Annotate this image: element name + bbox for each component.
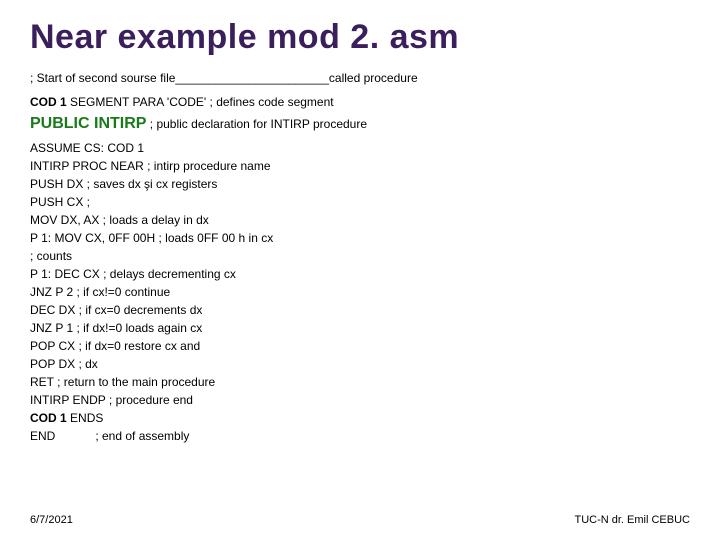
code-line: POP DX ; dx: [30, 355, 690, 373]
slide: Near example mod 2. asm ; Start of secon…: [0, 0, 720, 540]
code-line: P 1: MOV CX, 0FF 00H ; loads 0FF 00 h in…: [30, 229, 690, 247]
subtitle-line: ; Start of second sourse file___________…: [30, 71, 690, 85]
code-line: RET ; return to the main procedure: [30, 373, 690, 391]
code-line: PUSH CX ;: [30, 193, 690, 211]
public-bold: PUBLIC INTIRP: [30, 115, 146, 132]
slide-title: Near example mod 2. asm: [30, 18, 690, 57]
segment-tail: SEGMENT PARA 'CODE' ; defines code segme…: [67, 95, 334, 109]
footer: 6/7/2021 TUC-N dr. Emil CEBUC: [30, 514, 690, 526]
code-end-line: END ; end of assembly: [30, 427, 690, 445]
code-line: ASSUME CS: COD 1: [30, 139, 690, 157]
ends-bold: COD 1: [30, 411, 67, 425]
footer-date: 6/7/2021: [30, 514, 73, 526]
code-line: MOV DX, AX ; loads a delay in dx: [30, 211, 690, 229]
ends-tail: ENDS: [67, 411, 104, 425]
code-ends-line: COD 1 ENDS: [30, 409, 690, 427]
public-tail: ; public declaration for INTIRP procedur…: [146, 117, 367, 131]
code-line: INTIRP PROC NEAR ; intirp procedure name: [30, 157, 690, 175]
code-line: DEC DX ; if cx=0 decrements dx: [30, 301, 690, 319]
code-line: JNZ P 2 ; if cx!=0 continue: [30, 283, 690, 301]
segment-line: COD 1 SEGMENT PARA 'CODE' ; defines code…: [30, 95, 690, 109]
footer-author: TUC-N dr. Emil CEBUC: [574, 514, 690, 526]
code-line: INTIRP ENDP ; procedure end: [30, 391, 690, 409]
code-block: ASSUME CS: COD 1 INTIRP PROC NEAR ; inti…: [30, 139, 690, 445]
code-line: P 1: DEC CX ; delays decrementing cx: [30, 265, 690, 283]
code-line: POP CX ; if dx=0 restore cx and: [30, 337, 690, 355]
code-line: JNZ P 1 ; if dx!=0 loads again cx: [30, 319, 690, 337]
public-line: PUBLIC INTIRP ; public declaration for I…: [30, 115, 690, 133]
code-line: ; counts: [30, 247, 690, 265]
code-line: PUSH DX ; saves dx şi cx registers: [30, 175, 690, 193]
segment-bold: COD 1: [30, 95, 67, 109]
